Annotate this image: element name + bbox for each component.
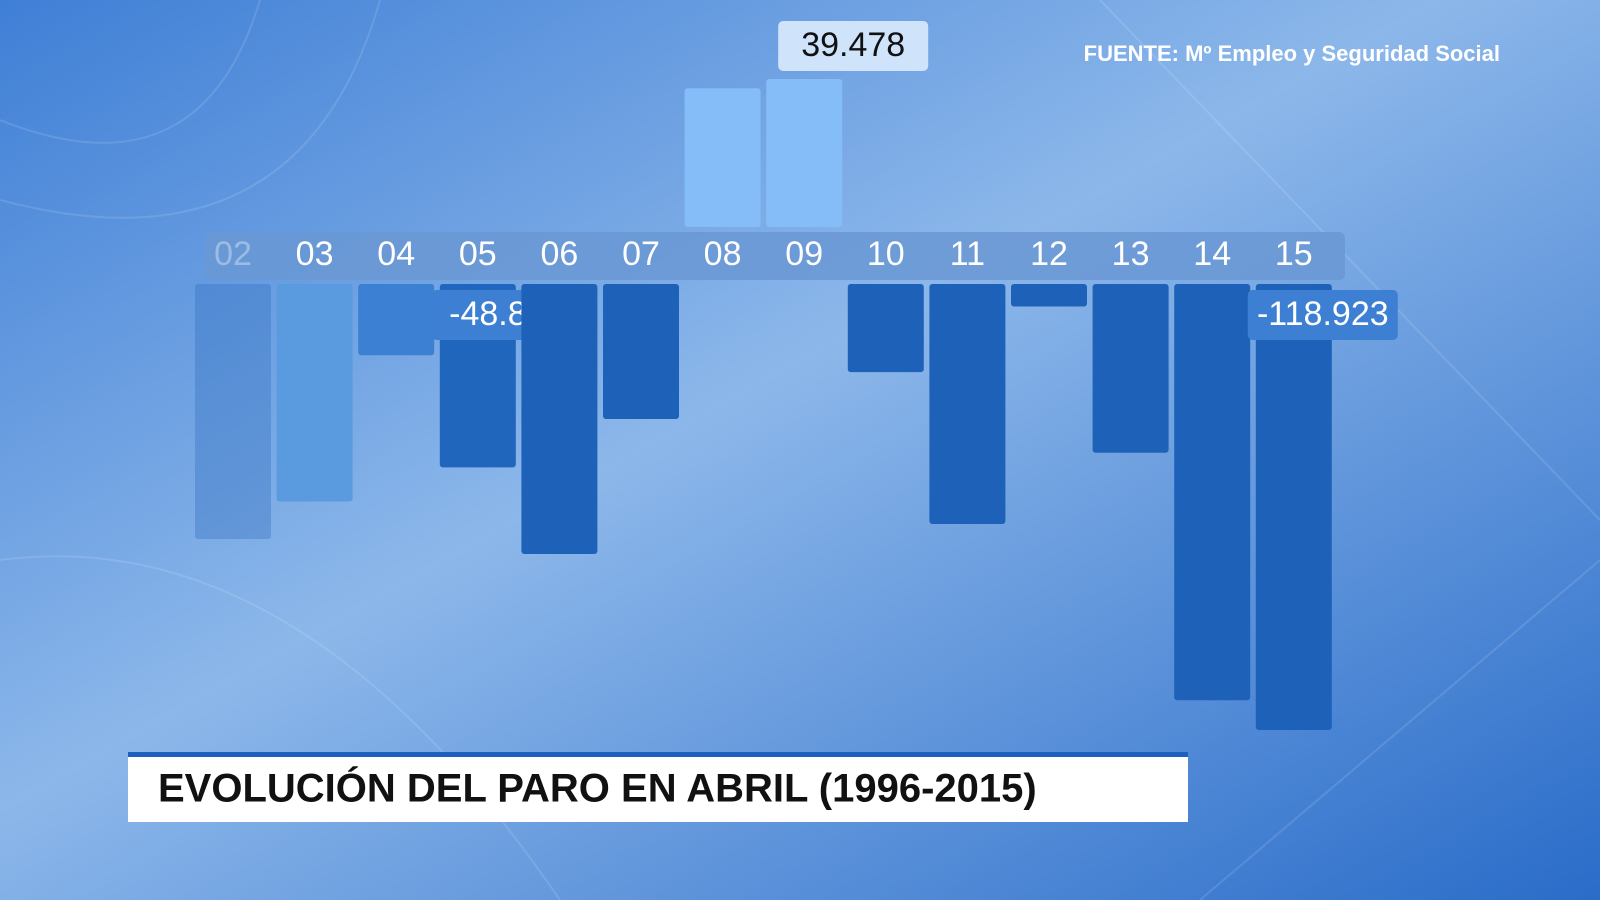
x-tick-label: 15 xyxy=(1275,235,1313,273)
bar xyxy=(847,284,924,373)
value-label-box xyxy=(778,20,929,71)
title-accent xyxy=(128,752,1188,757)
value-label: -118.923 xyxy=(1257,295,1389,333)
bar xyxy=(929,284,1006,524)
x-tick-label: 13 xyxy=(1112,235,1150,273)
x-tick-label: 11 xyxy=(950,235,985,273)
x-tick-label: 02 xyxy=(214,235,252,273)
bar xyxy=(1174,284,1251,701)
bar xyxy=(521,284,598,554)
x-tick-label: 03 xyxy=(296,235,334,273)
bar xyxy=(684,88,761,227)
bar xyxy=(603,284,679,419)
x-tick-label: 06 xyxy=(540,235,578,273)
x-tick-label: 04 xyxy=(377,235,415,273)
bar xyxy=(766,78,843,228)
x-tick-label: 07 xyxy=(622,235,660,273)
x-tick-label: 08 xyxy=(704,235,742,273)
bar xyxy=(195,284,271,539)
title-box xyxy=(128,752,1188,822)
bar xyxy=(1092,284,1169,453)
value-label: 39.478 xyxy=(801,26,905,64)
value-label-box xyxy=(1247,290,1398,340)
x-tick-label: 12 xyxy=(1030,235,1068,273)
x-tick-label: 10 xyxy=(867,235,905,273)
bar xyxy=(276,284,353,502)
bar xyxy=(1011,284,1087,307)
x-tick-label: 05 xyxy=(459,235,497,273)
bar xyxy=(1255,284,1332,730)
category-strip xyxy=(205,232,1345,280)
x-tick-label: 14 xyxy=(1193,235,1231,273)
x-tick-label: 09 xyxy=(785,235,823,273)
source: FUENTE: Mº Empleo y Seguridad Social xyxy=(1084,41,1500,66)
bar xyxy=(358,284,435,356)
chart-title: EVOLUCIÓN DEL PARO EN ABRIL (1996-2015) xyxy=(158,765,1037,811)
